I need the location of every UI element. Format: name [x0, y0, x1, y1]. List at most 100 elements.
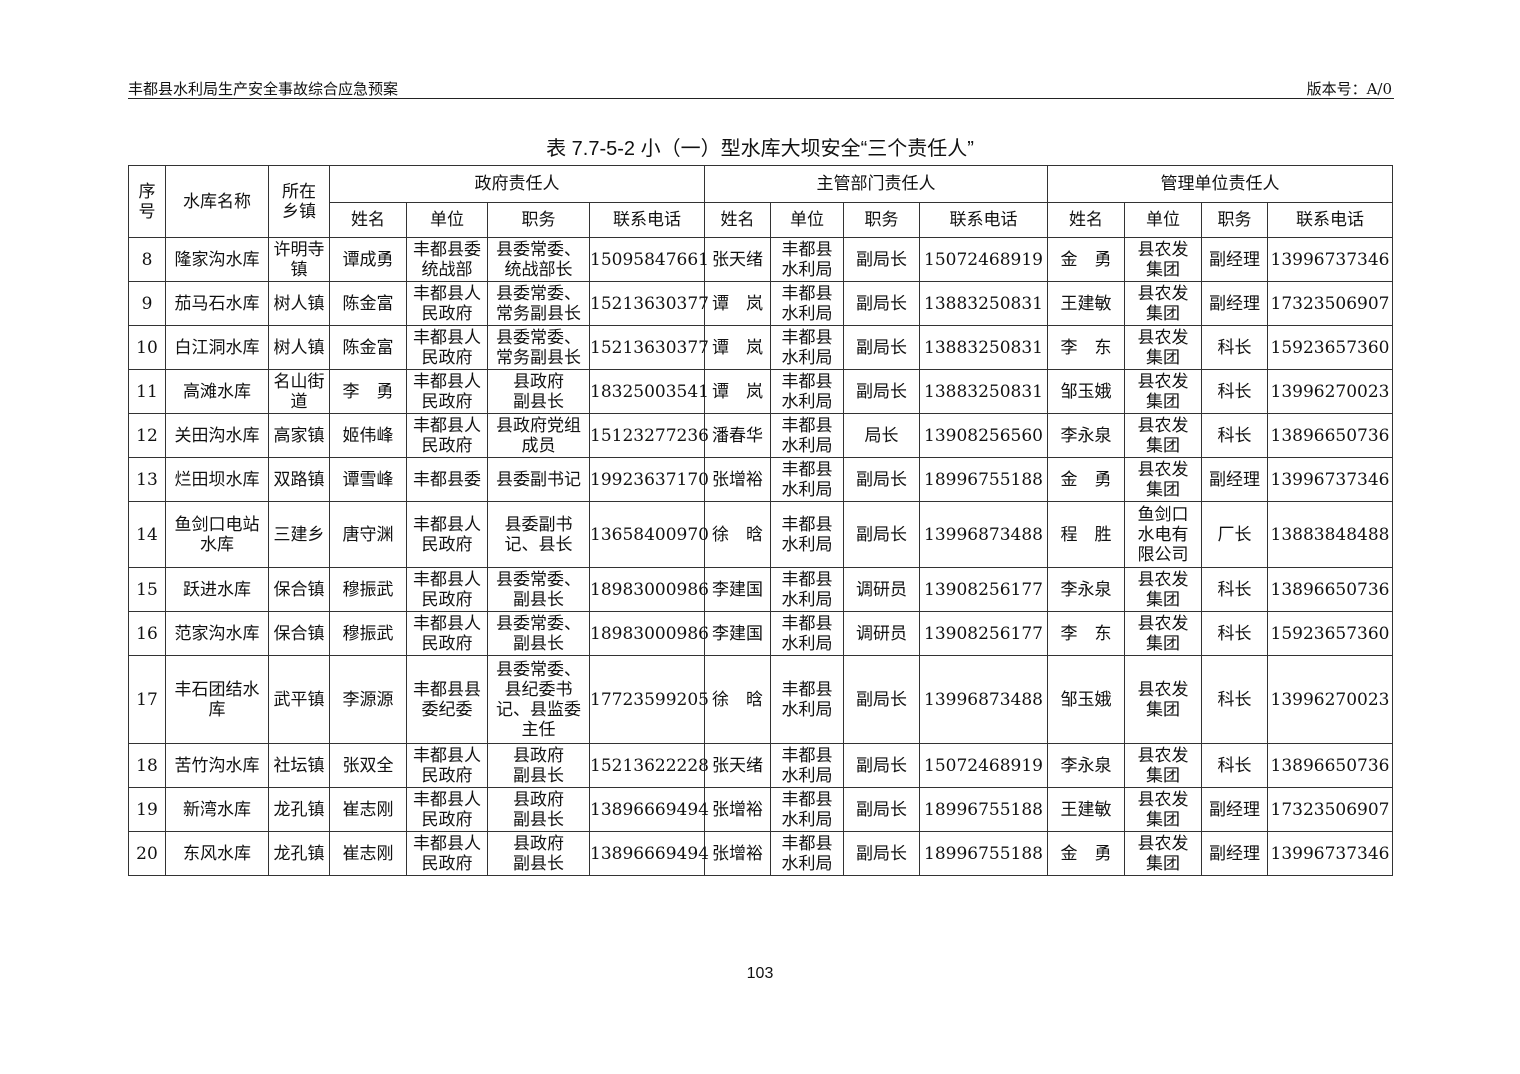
cell-dept-phone: 18996755188	[919, 787, 1048, 832]
table-row: 12 关田沟水库 高家镇 姬伟峰 丰都县人 民政府 县政府党组 成员 15123277236…	[128, 413, 1393, 458]
cell-dept-position: 副局长	[843, 237, 920, 282]
cell-seq: 16	[128, 611, 166, 656]
cell-dept-unit: 丰都县 水利局	[770, 457, 844, 502]
cell-gov-phone: 15213622228	[589, 743, 709, 788]
page-number: 103	[746, 965, 774, 982]
cell-dept-position: 副局长	[843, 325, 920, 370]
cell-gov-unit: 丰都县县 委纪委	[406, 655, 488, 744]
cell-mgmt-phone: 15923657360	[1267, 325, 1393, 370]
cell-gov-phone: 15123277236	[589, 413, 709, 458]
cell-mgmt-position: 副经理	[1201, 787, 1268, 832]
cell-mgmt-name: 金 勇	[1047, 457, 1125, 502]
cell-town: 社坛镇	[268, 743, 330, 788]
cell-dept-unit: 丰都县 水利局	[770, 369, 844, 414]
cell-dept-position: 副局长	[843, 743, 920, 788]
cell-dept-name: 徐 晗	[704, 501, 771, 568]
cell-town: 树人镇	[268, 281, 330, 326]
cell-mgmt-phone: 13883848488	[1267, 501, 1393, 568]
cell-dept-position: 副局长	[843, 369, 920, 414]
cell-mgmt-name: 金 勇	[1047, 831, 1125, 876]
cell-gov-unit: 丰都县人 民政府	[406, 501, 488, 568]
cell-mgmt-position: 副经理	[1201, 457, 1268, 502]
cell-gov-name: 陈金富	[329, 281, 407, 326]
cell-mgmt-unit: 县农发 集团	[1124, 369, 1202, 414]
cell-mgmt-name: 程 胜	[1047, 501, 1125, 568]
cell-gov-unit: 丰都县人 民政府	[406, 413, 488, 458]
cell-reservoir: 东风水库	[165, 831, 269, 876]
cell-seq: 13	[128, 457, 166, 502]
cell-town: 保合镇	[268, 611, 330, 656]
header-management: 管理单位责任人	[1047, 165, 1393, 203]
header-town: 所在 乡镇	[268, 165, 330, 238]
cell-mgmt-unit: 县农发 集团	[1124, 655, 1202, 744]
cell-dept-unit: 丰都县 水利局	[770, 567, 844, 612]
table-row: 13 烂田坝水库 双路镇 谭雪峰 丰都县委 县委副书记 19923637170 张增裕 丰都县 …	[128, 457, 1393, 502]
cell-dept-name: 谭 岚	[704, 281, 771, 326]
cell-dept-name: 张天绪	[704, 237, 771, 282]
cell-mgmt-position: 科长	[1201, 325, 1268, 370]
cell-gov-name: 张双全	[329, 743, 407, 788]
cell-dept-name: 张增裕	[704, 831, 771, 876]
cell-seq: 8	[128, 237, 166, 282]
header-seq: 序 号	[128, 165, 166, 238]
subheader-name: 姓名	[1047, 202, 1125, 238]
cell-gov-position: 县委副书记	[487, 457, 590, 502]
cell-mgmt-position: 厂长	[1201, 501, 1268, 568]
cell-reservoir: 茄马石水库	[165, 281, 269, 326]
cell-gov-position: 县委常委、 县纪委书 记、县监委 主任	[487, 655, 590, 744]
cell-mgmt-name: 李永泉	[1047, 743, 1125, 788]
cell-gov-phone: 13658400970	[589, 501, 709, 568]
table-row: 11 高滩水库 名山街 道李 勇丰都县人 民政府 县政府 副县长 18325003541…	[128, 369, 1393, 414]
cell-mgmt-unit: 县农发 集团	[1124, 787, 1202, 832]
cell-dept-unit: 丰都县 水利局	[770, 281, 844, 326]
cell-mgmt-unit: 县农发 集团	[1124, 237, 1202, 282]
cell-dept-name: 潘春华	[704, 413, 771, 458]
cell-mgmt-position: 科长	[1201, 413, 1268, 458]
cell-mgmt-phone: 13896650736	[1267, 413, 1393, 458]
cell-gov-position: 县委常委、 副县长	[487, 567, 590, 612]
cell-dept-unit: 丰都县 水利局	[770, 237, 844, 282]
cell-town: 保合镇	[268, 567, 330, 612]
cell-mgmt-name: 李永泉	[1047, 567, 1125, 612]
cell-dept-phone: 15072468919	[919, 743, 1048, 788]
cell-gov-name: 谭雪峰	[329, 457, 407, 502]
cell-gov-name: 崔志刚	[329, 787, 407, 832]
cell-seq: 9	[128, 281, 166, 326]
cell-dept-phone: 13908256177	[919, 567, 1048, 612]
cell-town: 树人镇	[268, 325, 330, 370]
cell-dept-unit: 丰都县 水利局	[770, 413, 844, 458]
cell-dept-position: 局长	[843, 413, 920, 458]
subheader-phone: 联系电话	[589, 202, 705, 238]
subheader-unit: 单位	[406, 202, 488, 238]
subheader-phone: 联系电话	[1267, 202, 1393, 238]
cell-mgmt-unit: 鱼剑口 水电有 限公司	[1124, 501, 1202, 568]
cell-dept-unit: 丰都县 水利局	[770, 611, 844, 656]
cell-gov-position: 县委副书 记、县长	[487, 501, 590, 568]
cell-mgmt-name: 王建敏	[1047, 281, 1125, 326]
cell-gov-phone: 13896669494	[589, 787, 709, 832]
cell-reservoir: 关田沟水库	[165, 413, 269, 458]
cell-mgmt-phone: 17323506907	[1267, 787, 1393, 832]
header-government: 政府责任人	[329, 165, 705, 203]
cell-dept-phone: 18996755188	[919, 831, 1048, 876]
cell-dept-name: 李建国	[704, 611, 771, 656]
cell-mgmt-phone: 13996737346	[1267, 457, 1393, 502]
cell-reservoir: 高滩水库	[165, 369, 269, 414]
cell-mgmt-position: 副经理	[1201, 831, 1268, 876]
cell-gov-unit: 丰都县人 民政府	[406, 567, 488, 612]
cell-gov-unit: 丰都县人 民政府	[406, 743, 488, 788]
cell-reservoir: 苦竹沟水库	[165, 743, 269, 788]
subheader-position: 职务	[487, 202, 590, 238]
cell-gov-phone: 13896669494	[589, 831, 709, 876]
cell-gov-unit: 丰都县人 民政府	[406, 611, 488, 656]
cell-gov-phone: 15095847661	[589, 237, 709, 282]
cell-gov-name: 穆振武	[329, 567, 407, 612]
cell-mgmt-name: 邹玉娥	[1047, 369, 1125, 414]
cell-gov-unit: 丰都县人 民政府	[406, 281, 488, 326]
cell-dept-position: 副局长	[843, 831, 920, 876]
cell-reservoir: 范家沟水库	[165, 611, 269, 656]
cell-town: 高家镇	[268, 413, 330, 458]
cell-mgmt-phone: 15923657360	[1267, 611, 1393, 656]
responsible-persons-table: 序 号 水库名称 所在 乡镇 政府责任人 主管部门责任人 管理单位责任人 姓名单…	[128, 165, 1393, 876]
cell-mgmt-name: 李 东	[1047, 325, 1125, 370]
